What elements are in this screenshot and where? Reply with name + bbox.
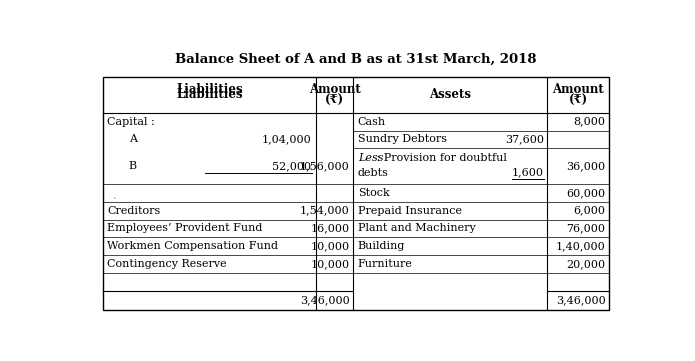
Text: Creditors: Creditors [107, 206, 161, 216]
Text: 60,000: 60,000 [566, 188, 605, 198]
Text: 1,600: 1,600 [512, 168, 543, 178]
Text: 10,000: 10,000 [311, 259, 350, 269]
Text: 1,04,000: 1,04,000 [262, 135, 311, 144]
Text: .: . [113, 191, 116, 201]
Text: (₹): (₹) [569, 94, 588, 107]
Text: Furniture: Furniture [358, 259, 413, 269]
Text: Balance Sheet of A and B as at 31st March, 2018: Balance Sheet of A and B as at 31st Marc… [175, 53, 537, 66]
Text: 76,000: 76,000 [566, 223, 605, 234]
Text: : Provision for doubtful: : Provision for doubtful [373, 153, 507, 163]
Text: Capital :: Capital : [107, 117, 155, 127]
Text: Amount: Amount [309, 83, 361, 96]
Bar [103, 77, 610, 310]
Text: 20,000: 20,000 [566, 259, 605, 269]
Text: 10,000: 10,000 [311, 241, 350, 251]
Text: Liabilities: Liabilities [176, 83, 243, 96]
Text: 1,54,000: 1,54,000 [300, 206, 350, 216]
Text: Stock: Stock [358, 188, 390, 198]
Text: 6,000: 6,000 [573, 206, 605, 216]
Text: Plant and Machinery: Plant and Machinery [358, 223, 475, 234]
Text: Sundry Debtors: Sundry Debtors [358, 135, 447, 144]
Text: 52,000: 52,000 [272, 161, 311, 171]
Text: Building: Building [358, 241, 405, 251]
Text: (₹): (₹) [325, 94, 344, 107]
Text: Liabilities: Liabilities [176, 88, 243, 101]
Text: B: B [129, 161, 137, 171]
Text: 3,46,000: 3,46,000 [556, 295, 605, 305]
Text: 37,600: 37,600 [505, 135, 543, 144]
Text: 16,000: 16,000 [311, 223, 350, 234]
Text: Prepaid Insurance: Prepaid Insurance [358, 206, 461, 216]
Text: 1,40,000: 1,40,000 [556, 241, 605, 251]
Text: A: A [129, 135, 137, 144]
Text: 8,000: 8,000 [573, 117, 605, 127]
Text: debts: debts [358, 168, 389, 178]
Text: Contingency Reserve: Contingency Reserve [107, 259, 227, 269]
Text: Less: Less [358, 153, 384, 163]
Text: Amount: Amount [553, 83, 604, 96]
Text: Cash: Cash [358, 117, 386, 127]
Text: 3,46,000: 3,46,000 [300, 295, 350, 305]
Text: 36,000: 36,000 [566, 161, 605, 171]
Text: Employees’ Provident Fund: Employees’ Provident Fund [107, 223, 263, 234]
Text: Assets: Assets [430, 88, 471, 101]
Text: 1,56,000: 1,56,000 [300, 161, 350, 171]
Text: Workmen Compensation Fund: Workmen Compensation Fund [107, 241, 278, 251]
